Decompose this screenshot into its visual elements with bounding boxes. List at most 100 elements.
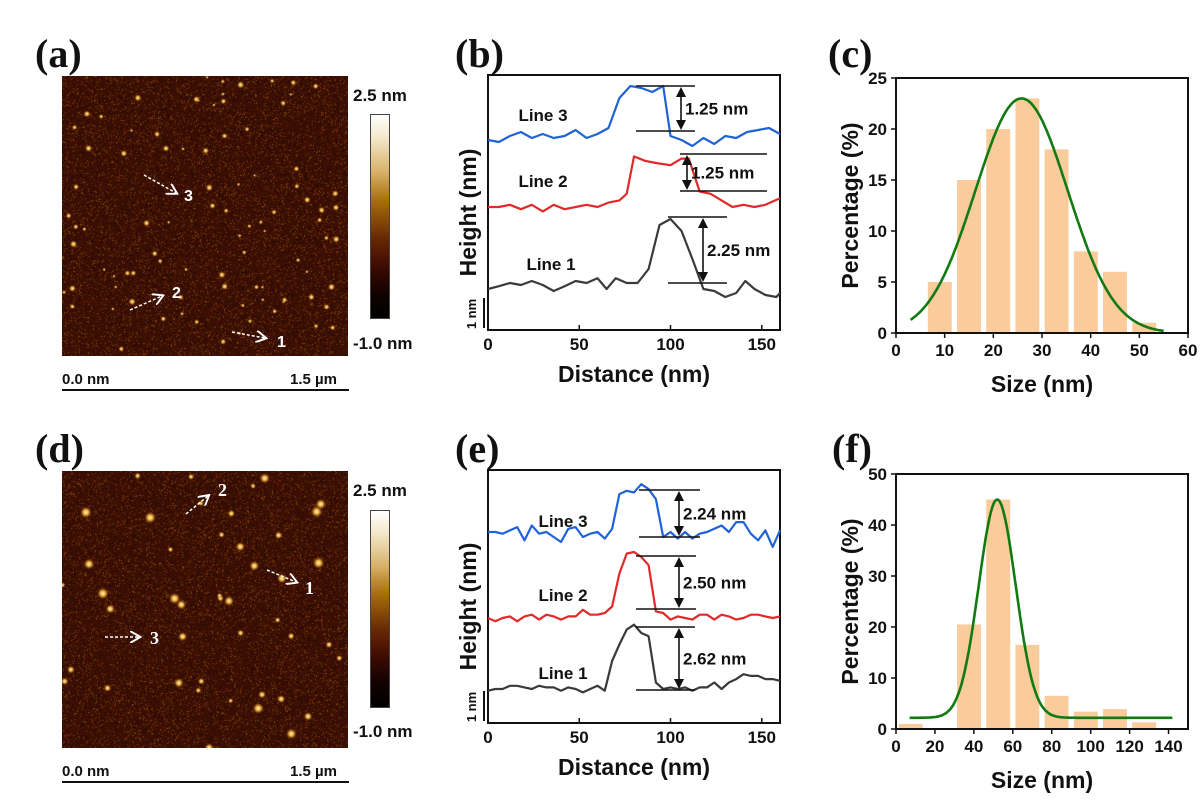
x-tick-label-f: 80 xyxy=(1042,737,1061,756)
histogram-bar xyxy=(898,723,923,729)
x-tick-label-f: 120 xyxy=(1115,737,1143,756)
height-annotation: 1.25 nm xyxy=(691,164,754,183)
marker-label-2: 2 xyxy=(218,480,227,500)
x-axis-label-b: Distance (nm) xyxy=(558,361,710,387)
x-axis-label-e: Distance (nm) xyxy=(558,754,710,780)
panel-label-e: (e) xyxy=(455,426,500,471)
x-tick-label-e: 100 xyxy=(656,728,684,747)
x-tick-label-f: 100 xyxy=(1076,737,1104,756)
colorbar-d xyxy=(370,510,390,708)
annotation-arrowhead-down xyxy=(674,598,684,608)
colorbar-min-a: -1.0 nm xyxy=(353,334,413,353)
y-tick-label-f: 20 xyxy=(868,618,887,637)
histogram-bar xyxy=(957,180,981,333)
x-tick-label-b: 150 xyxy=(748,335,776,354)
scale-end-a: 1.5 µm xyxy=(290,371,337,388)
panel-label-b: (b) xyxy=(455,31,504,76)
scale-start-d: 0.0 nm xyxy=(62,763,110,780)
profile-line-2 xyxy=(488,155,781,213)
profile-line-3 xyxy=(488,483,782,549)
afm-height-map-a xyxy=(62,76,348,356)
x-tick-label-f: 140 xyxy=(1154,737,1182,756)
x-tick-label-b: 0 xyxy=(483,335,492,354)
annotation-arrowhead-down xyxy=(674,679,684,689)
x-tick-label-c: 10 xyxy=(935,341,954,360)
annotation-arrowhead-down xyxy=(676,120,686,130)
afm-height-map-d xyxy=(62,471,348,748)
panel-label-c: (c) xyxy=(828,31,873,76)
annotation-arrowhead-up xyxy=(698,218,708,228)
height-annotation: 2.24 nm xyxy=(683,505,746,524)
y-tick-label-c: 10 xyxy=(868,222,887,241)
profile-line-1 xyxy=(487,623,781,694)
y-tick-label-c: 20 xyxy=(868,120,887,139)
histogram-bar xyxy=(927,282,952,333)
x-tick-label-c: 50 xyxy=(1130,341,1149,360)
series-label-3: Line 3 xyxy=(538,512,587,531)
height-annotation: 1.25 nm xyxy=(685,100,748,119)
y-axis-label-e: Height (nm) xyxy=(455,543,481,671)
y-tick-label-f: 10 xyxy=(868,669,887,688)
scale-end-d: 1.5 µm xyxy=(290,763,337,780)
x-tick-label-c: 30 xyxy=(1033,341,1052,360)
y-tick-label-c: 25 xyxy=(868,69,887,88)
scale-bar-a xyxy=(62,389,349,391)
x-tick-label-e: 150 xyxy=(748,728,776,747)
plot-frame-f xyxy=(895,473,1189,730)
afm-arrows-d xyxy=(105,471,348,748)
annotation-arrowhead-down xyxy=(682,180,692,190)
marker-arrow-1 xyxy=(231,332,265,338)
histogram-bar xyxy=(1015,98,1040,334)
x-tick-label-c: 0 xyxy=(891,341,900,360)
height-scale-label-b: 1 nm xyxy=(464,299,479,329)
histogram-bar xyxy=(1132,322,1157,333)
gaussian-fit-line-f xyxy=(909,498,1173,720)
scale-bar-d xyxy=(62,781,349,783)
histogram-bar xyxy=(1044,149,1069,333)
y-tick-label-c: 5 xyxy=(878,273,887,292)
plot-frame-e xyxy=(487,469,781,724)
y-tick-label-c: 15 xyxy=(868,171,887,190)
profile-line-3 xyxy=(487,84,781,148)
afm-image-a xyxy=(62,76,348,356)
series-label-3: Line 3 xyxy=(518,106,567,125)
marker-arrow-3 xyxy=(143,174,176,193)
annotation-arrowhead-up xyxy=(674,491,684,501)
marker-arrow-1 xyxy=(266,569,296,582)
histogram-bar xyxy=(1044,695,1069,729)
x-tick-label-f: 40 xyxy=(964,737,983,756)
x-tick-label-b: 100 xyxy=(656,335,684,354)
y-axis-label-c: Percentage (%) xyxy=(837,122,863,288)
annotation-arrowhead-up xyxy=(676,87,686,97)
x-tick-label-e: 0 xyxy=(483,728,492,747)
gaussian-fit-line-c xyxy=(909,97,1164,333)
y-tick-label-f: 50 xyxy=(868,465,887,484)
x-tick-label-e: 50 xyxy=(570,728,589,747)
colorbar-max-d: 2.5 nm xyxy=(353,481,407,500)
profile-line-2 xyxy=(487,550,781,623)
x-tick-label-f: 20 xyxy=(925,737,944,756)
annotation-arrowhead-down xyxy=(674,526,684,536)
marker-label-3: 3 xyxy=(150,628,159,648)
annotation-arrowhead-down xyxy=(698,272,708,282)
panel-label-a: (a) xyxy=(35,31,82,76)
height-annotation: 2.62 nm xyxy=(683,650,746,669)
y-tick-label-f: 0 xyxy=(878,720,887,739)
x-tick-label-f: 60 xyxy=(1003,737,1022,756)
marker-label-2: 2 xyxy=(172,285,181,302)
x-tick-label-b: 50 xyxy=(570,335,589,354)
histogram-bar xyxy=(1132,722,1157,729)
annotation-arrowhead-up xyxy=(674,557,684,567)
afm-image-d xyxy=(62,471,348,748)
annotation-arrowhead-up xyxy=(674,628,684,638)
height-annotation: 2.25 nm xyxy=(707,241,770,260)
colorbar-max-a: 2.5 nm xyxy=(353,86,407,105)
histogram-bar xyxy=(1015,644,1040,729)
histogram-bar xyxy=(957,624,981,729)
histogram-bar xyxy=(1073,711,1098,729)
x-tick-label-c: 20 xyxy=(984,341,1003,360)
scale-start-a: 0.0 nm xyxy=(62,371,110,388)
histogram-bar xyxy=(1073,251,1098,333)
plot-frame-b xyxy=(487,74,781,331)
